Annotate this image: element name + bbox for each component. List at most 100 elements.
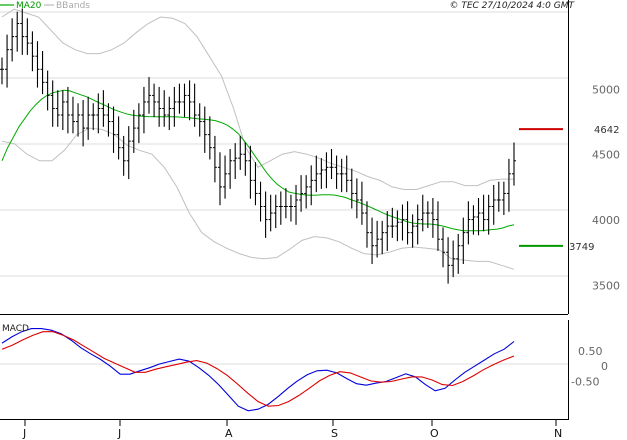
price-bar bbox=[91, 103, 96, 131]
support-level-label: 3749 bbox=[569, 242, 594, 253]
price-bar bbox=[451, 240, 456, 278]
price-bar bbox=[456, 233, 461, 274]
price-bar bbox=[359, 181, 364, 225]
price-bar bbox=[288, 194, 293, 222]
price-bar bbox=[50, 80, 55, 127]
xtick-label: A bbox=[225, 427, 233, 440]
price-bar bbox=[141, 86, 146, 134]
price-bar bbox=[111, 106, 116, 153]
xtick-label: J bbox=[117, 427, 121, 440]
price-bar bbox=[212, 135, 217, 183]
price-bar bbox=[243, 142, 248, 176]
price-bar bbox=[76, 103, 81, 137]
price-bar bbox=[512, 142, 516, 186]
price-bar bbox=[258, 181, 263, 222]
price-bar bbox=[329, 149, 334, 180]
price-bar bbox=[253, 162, 258, 206]
price-bar bbox=[486, 194, 491, 235]
legend-bbands-label: BBands bbox=[56, 1, 90, 11]
price-bar bbox=[425, 201, 430, 229]
price-bar bbox=[238, 135, 243, 170]
price-bar bbox=[10, 18, 15, 62]
y-axis-ticks: 3500 4000 4500 5000 0.50 0-0.50 bbox=[571, 83, 620, 388]
macd-line bbox=[1, 328, 515, 412]
xtick-label: N bbox=[554, 427, 562, 440]
macd-ytick-label: -0.50 bbox=[571, 376, 599, 389]
price-bar bbox=[334, 155, 339, 189]
macd-ytick-label: 0 bbox=[601, 360, 608, 373]
xtick-label: O bbox=[430, 427, 439, 440]
price-bar bbox=[162, 90, 167, 127]
price-bar bbox=[192, 83, 197, 127]
resistance-level-label: 4642 bbox=[594, 125, 619, 136]
price-bar bbox=[167, 96, 172, 131]
price-bar bbox=[309, 165, 314, 206]
price-bar bbox=[65, 86, 70, 134]
price-bar bbox=[172, 86, 177, 127]
price-bar bbox=[147, 77, 152, 114]
price-bar bbox=[177, 83, 182, 114]
price-bar bbox=[106, 103, 111, 137]
price-bar bbox=[101, 90, 106, 127]
copyright-text: © TEC 27/10/2024 4:0 GMT bbox=[449, 1, 575, 11]
legend-ma20-label: MA20 bbox=[16, 1, 42, 11]
price-bar bbox=[35, 41, 40, 88]
price-bar bbox=[96, 93, 101, 134]
price-bar bbox=[390, 207, 395, 238]
price-bar bbox=[420, 194, 425, 232]
price-bar bbox=[131, 109, 136, 153]
price-bar bbox=[314, 155, 319, 193]
price-bar bbox=[354, 178, 359, 219]
price-bar bbox=[430, 198, 435, 238]
price-bar bbox=[0, 57, 4, 85]
price-bar bbox=[60, 90, 65, 131]
price-bar bbox=[86, 96, 91, 140]
price-bar bbox=[217, 152, 222, 206]
price-bar bbox=[268, 194, 273, 232]
price-bar bbox=[496, 181, 501, 212]
xtick-label: S bbox=[331, 427, 338, 440]
ma20-line bbox=[1, 89, 515, 232]
price-bar bbox=[152, 83, 157, 117]
price-bar bbox=[233, 143, 238, 180]
price-bar bbox=[15, 11, 20, 52]
price-ytick-label: 3500 bbox=[592, 279, 620, 292]
price-bar bbox=[395, 210, 400, 242]
price-bar bbox=[5, 34, 10, 88]
price-bar bbox=[126, 126, 131, 180]
price-bar bbox=[116, 116, 121, 160]
macd-panel-label: MACD bbox=[2, 324, 29, 334]
price-bar bbox=[202, 106, 207, 153]
price-ytick-label: 4000 bbox=[592, 214, 620, 227]
price-bar bbox=[364, 201, 369, 248]
price-bar bbox=[273, 194, 278, 229]
ma20-series bbox=[1, 89, 515, 232]
price-bar bbox=[278, 191, 283, 225]
price-bar bbox=[349, 168, 354, 209]
price-bar bbox=[375, 220, 380, 258]
price-bar bbox=[476, 198, 481, 236]
bbands-upper-line bbox=[1, 8, 514, 190]
price-bar bbox=[385, 211, 390, 251]
price-bar bbox=[319, 158, 324, 189]
price-bar bbox=[294, 184, 299, 225]
price-grid bbox=[0, 11, 568, 277]
price-bar bbox=[304, 175, 309, 209]
price-bar bbox=[410, 214, 415, 248]
bbands-lower-line bbox=[1, 127, 515, 270]
price-bar bbox=[466, 201, 471, 245]
price-bar bbox=[182, 83, 187, 117]
price-bar bbox=[263, 191, 268, 238]
price-bar bbox=[187, 80, 192, 121]
price-bar bbox=[45, 70, 50, 111]
price-bar bbox=[70, 96, 75, 134]
price-bar bbox=[283, 188, 288, 219]
price-levels: 4642 3749 bbox=[519, 125, 619, 253]
price-bar bbox=[299, 175, 304, 212]
price-bars-series bbox=[0, 8, 516, 284]
price-bar bbox=[20, 8, 25, 55]
price-bar bbox=[435, 201, 440, 251]
price-bar bbox=[25, 18, 30, 55]
